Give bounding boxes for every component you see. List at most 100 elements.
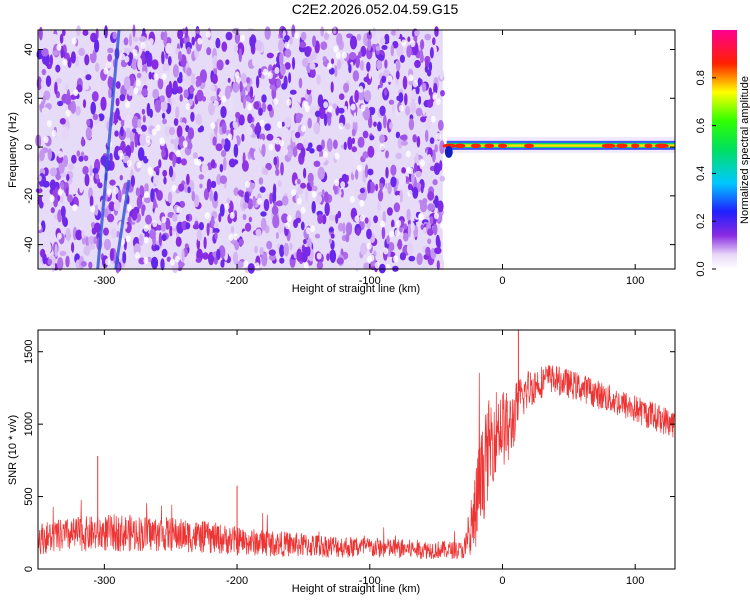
noise-blob: [176, 125, 183, 138]
noise-blob: [283, 127, 290, 142]
noise-blob: [59, 118, 66, 125]
noise-blob: [269, 192, 273, 205]
noise-blob: [216, 59, 224, 71]
noise-blob: [330, 81, 334, 93]
noise-blob: [123, 76, 131, 90]
noise-blob: [306, 246, 311, 257]
noise-gap: [349, 196, 355, 203]
noise-blob: [303, 138, 309, 149]
spectrogram-x-ticks: -300 -200 -100 0 100: [93, 30, 644, 287]
noise-blob: [173, 230, 177, 244]
noise-blob: [408, 118, 415, 131]
noise-blob: [275, 168, 280, 176]
noise-gap: [62, 58, 68, 66]
noise-blob: [326, 138, 333, 152]
noise-blob: [195, 257, 202, 263]
noise-blob: [131, 115, 139, 129]
noise-blob: [426, 69, 432, 77]
noise-blob: [161, 51, 165, 65]
noise-blob: [377, 121, 382, 132]
noise-blob: [120, 126, 124, 137]
noise-blob: [141, 108, 146, 115]
noise-blob: [336, 257, 344, 265]
noise-blob: [264, 26, 271, 40]
noise-blob: [298, 77, 303, 89]
noise-blob: [169, 127, 175, 136]
noise-blob: [158, 232, 162, 247]
noise-blob: [57, 257, 64, 271]
noise-gap: [213, 100, 219, 108]
noise-blob: [322, 56, 327, 62]
noise-gap: [176, 206, 182, 214]
trace-hotspot: [484, 143, 495, 149]
noise-blob: [247, 113, 253, 124]
noise-blob: [435, 234, 440, 248]
noise-blob: [426, 99, 434, 108]
noise-blob: [354, 155, 361, 161]
noise-blob: [247, 126, 253, 136]
colorbar-gradient: [712, 30, 737, 269]
noise-blob: [93, 222, 101, 233]
noise-blob: [65, 187, 69, 197]
noise-blob: [141, 205, 145, 217]
noise-blob: [399, 189, 403, 203]
noise-gap: [350, 103, 356, 111]
noise-blob: [300, 221, 305, 231]
noise-blob: [130, 175, 135, 187]
noise-blob: [432, 179, 438, 186]
noise-blob: [410, 101, 417, 114]
noise-gap: [408, 74, 414, 82]
noise-blob: [362, 151, 369, 160]
noise-gap: [125, 101, 131, 109]
noise-blob: [385, 166, 389, 179]
noise-blob: [379, 178, 386, 184]
noise-gap: [410, 40, 416, 48]
x-tick-label: 0: [499, 275, 505, 287]
noise-blob: [54, 81, 58, 95]
noise-blob: [314, 233, 321, 239]
noise-blob: [311, 185, 318, 192]
noise-blob: [246, 77, 251, 84]
noise-blob: [220, 106, 227, 118]
noise-blob: [427, 228, 434, 236]
noise-gap: [72, 204, 78, 212]
noise-gap: [174, 255, 180, 263]
noise-gap: [124, 55, 130, 63]
noise-blob: [414, 59, 421, 69]
noise-blob: [89, 195, 94, 208]
noise-blob: [81, 229, 85, 239]
noise-gap: [277, 121, 283, 129]
noise-gap: [103, 67, 109, 75]
noise-blob: [313, 122, 321, 135]
noise-blob: [398, 92, 404, 103]
noise-blob: [345, 233, 350, 243]
noise-blob: [189, 84, 194, 95]
noise-blob: [85, 126, 92, 140]
noise-blob: [388, 99, 395, 105]
noise-blob: [83, 155, 89, 162]
x-tick-label: -100: [359, 275, 381, 287]
noise-blob: [434, 26, 439, 37]
noise-blob: [351, 146, 358, 153]
noise-blob: [215, 37, 221, 49]
noise-blob: [57, 209, 62, 223]
noise-blob: [55, 64, 61, 73]
trace-hotspot: [644, 143, 653, 149]
noise-blob: [215, 143, 223, 152]
noise-gap: [259, 119, 265, 127]
noise-gap: [148, 38, 154, 46]
noise-blob: [69, 250, 73, 262]
y-tick-label: 0: [23, 144, 35, 150]
noise-blob: [167, 96, 172, 104]
colorbar: 0.0 0.2 0.4 0.6 0.8 Normalized spectral ampl…: [695, 30, 750, 277]
noise-blob: [307, 117, 313, 129]
noise-blob: [427, 154, 432, 165]
noise-blob: [214, 231, 218, 240]
noise-blob: [342, 222, 346, 235]
noise-gap: [383, 247, 389, 255]
noise-blob: [242, 230, 249, 239]
noise-blob: [390, 30, 397, 36]
noise-blob: [344, 105, 348, 113]
noise-blob: [76, 25, 81, 37]
noise-blob: [272, 183, 277, 196]
